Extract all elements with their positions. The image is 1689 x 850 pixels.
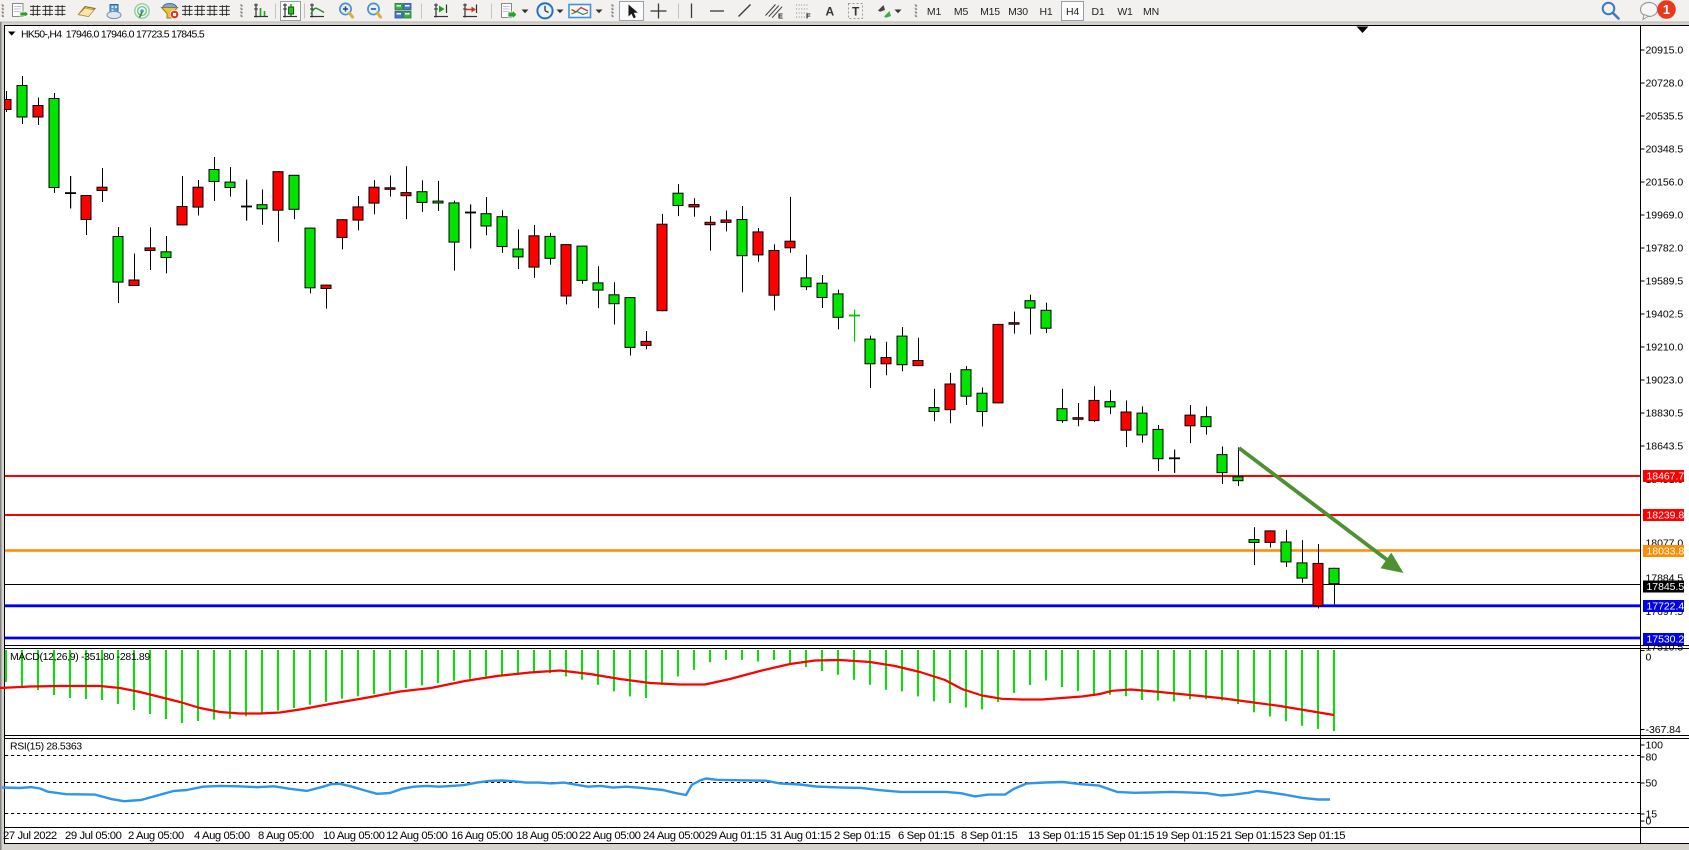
svg-text:2 Aug 05:00: 2 Aug 05:00 [128,830,184,842]
svg-text:16 Aug 05:00: 16 Aug 05:00 [451,830,513,842]
svg-text:18 Aug 05:00: 18 Aug 05:00 [516,830,578,842]
svg-text:W1: W1 [1117,6,1133,18]
svg-text:MACD(12,26,9) -351.80 -281.89: MACD(12,26,9) -351.80 -281.89 [10,651,150,663]
svg-text:31 Aug 01:15: 31 Aug 01:15 [770,830,832,842]
svg-text:HK50-,H4 17946.0 17946.0 1772: HK50-,H4 17946.0 17946.0 17723.5 17845.5 [21,29,205,41]
svg-text:21 Sep 01:15: 21 Sep 01:15 [1220,830,1282,842]
svg-text:19589.5: 19589.5 [1646,276,1684,288]
svg-text:10 Aug 05:00: 10 Aug 05:00 [323,830,385,842]
svg-text:22 Aug 05:00: 22 Aug 05:00 [579,830,641,842]
svg-text:12 Aug 05:00: 12 Aug 05:00 [386,830,448,842]
svg-text:18830.5: 18830.5 [1646,408,1684,420]
svg-text:D1: D1 [1091,6,1104,18]
svg-text:T: T [852,4,860,18]
svg-text:F: F [806,12,811,21]
svg-text:18239.8: 18239.8 [1647,510,1685,522]
svg-text:A: A [826,5,835,19]
svg-text:17722.4: 17722.4 [1647,601,1685,613]
svg-text:19210.0: 19210.0 [1646,342,1684,354]
svg-text:20915.0: 20915.0 [1646,45,1684,57]
svg-text:13 Sep 01:15: 13 Sep 01:15 [1028,830,1090,842]
svg-text:29 Aug 01:15: 29 Aug 01:15 [705,830,767,842]
svg-text:6 Sep 01:15: 6 Sep 01:15 [898,830,954,842]
svg-text:18033.8: 18033.8 [1647,546,1685,558]
svg-text:50: 50 [1646,778,1658,790]
svg-text:19969.0: 19969.0 [1646,210,1684,222]
svg-text:20156.0: 20156.0 [1646,177,1684,189]
svg-text:20535.5: 20535.5 [1646,111,1684,123]
svg-text:0: 0 [1646,652,1652,664]
svg-text:20728.0: 20728.0 [1646,78,1684,90]
svg-text:27 Jul 2022: 27 Jul 2022 [3,830,57,842]
svg-text:19 Sep 01:15: 19 Sep 01:15 [1156,830,1218,842]
svg-text:H4: H4 [1066,6,1079,18]
svg-text:M5: M5 [954,6,969,18]
svg-text:20348.5: 20348.5 [1646,144,1684,156]
svg-text:M1: M1 [927,6,942,18]
svg-text:23 Sep 01:15: 23 Sep 01:15 [1283,830,1345,842]
svg-text:0: 0 [1646,816,1652,828]
svg-text:18467.7: 18467.7 [1647,471,1685,483]
svg-text:M15: M15 [980,6,1000,18]
svg-text:8 Sep 01:15: 8 Sep 01:15 [961,830,1017,842]
svg-text:E: E [778,12,783,21]
svg-text:8 Aug 05:00: 8 Aug 05:00 [258,830,314,842]
svg-text:H1: H1 [1039,6,1052,18]
svg-text:19782.0: 19782.0 [1646,243,1684,255]
svg-text:19402.5: 19402.5 [1646,309,1684,321]
svg-text:17530.2: 17530.2 [1647,634,1685,646]
svg-text:100: 100 [1646,740,1664,752]
svg-text:15 Sep 01:15: 15 Sep 01:15 [1092,830,1154,842]
svg-text:MN: MN [1143,6,1159,18]
svg-text:18643.5: 18643.5 [1646,441,1684,453]
svg-text:29 Jul 05:00: 29 Jul 05:00 [65,830,122,842]
svg-text:2 Sep 01:15: 2 Sep 01:15 [834,830,890,842]
svg-text:24 Aug 05:00: 24 Aug 05:00 [643,830,705,842]
svg-text:80: 80 [1646,752,1658,764]
svg-text:RSI(15) 28.5363: RSI(15) 28.5363 [10,741,82,753]
svg-text:-367.84: -367.84 [1646,724,1681,736]
svg-text:19023.0: 19023.0 [1646,375,1684,387]
svg-text:4 Aug 05:00: 4 Aug 05:00 [194,830,250,842]
svg-text:15: 15 [1646,809,1658,821]
svg-text:17845.5: 17845.5 [1647,581,1685,593]
svg-text:1: 1 [1663,2,1670,17]
svg-text:M30: M30 [1008,6,1028,18]
